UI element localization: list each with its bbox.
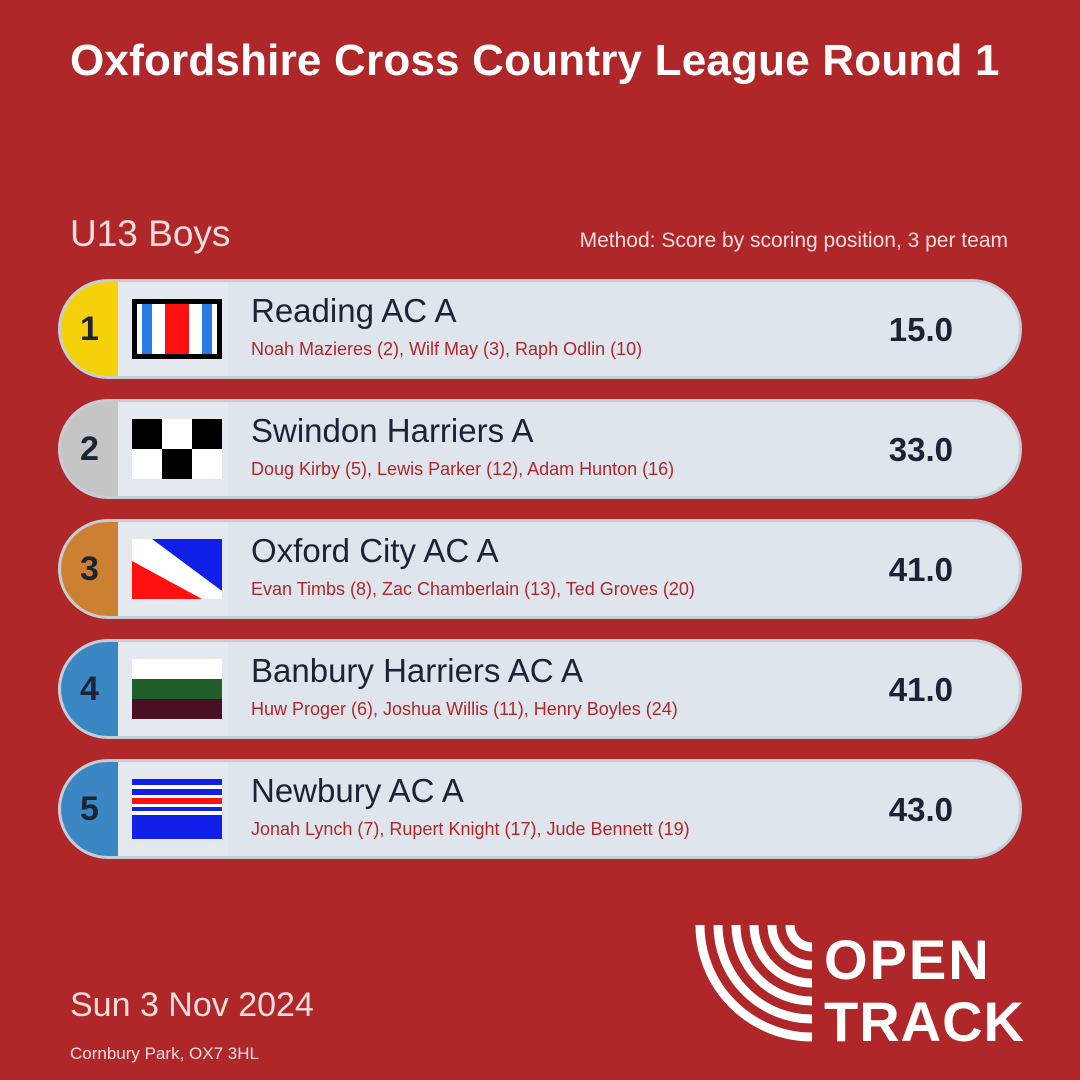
results-list: 1 Reading AC A Noah Mazieres (2), Wilf M… xyxy=(58,279,1022,879)
team-name: Reading AC A xyxy=(251,292,457,329)
category-label: U13 Boys xyxy=(70,213,231,254)
team-athletes: Jonah Lynch (7), Rupert Knight (17), Jud… xyxy=(251,819,690,839)
team-row[interactable]: 3 Oxford City AC A Evan Timbs (8), Zac C… xyxy=(58,519,1022,619)
team-score: 41.0 xyxy=(888,671,953,708)
page-title: Oxfordshire Cross Country League Round 1 xyxy=(70,36,1000,85)
team-name: Oxford City AC A xyxy=(251,532,499,569)
team-row[interactable]: 4 Banbury Harriers AC A Huw Proger (6), … xyxy=(58,639,1022,739)
banbury-flag-icon xyxy=(132,659,222,719)
team-score: 43.0 xyxy=(888,791,953,828)
team-name: Newbury AC A xyxy=(251,772,464,809)
scoring-method: Method: Score by scoring position, 3 per… xyxy=(579,229,1008,252)
swindon-flag-icon xyxy=(132,419,222,479)
team-score: 41.0 xyxy=(888,551,953,588)
team-row[interactable]: 1 Reading AC A Noah Mazieres (2), Wilf M… xyxy=(58,279,1022,379)
logo-line2: TRACK xyxy=(824,990,1025,1045)
position-badge: 1 xyxy=(61,282,118,376)
team-row[interactable]: 2 Swindon Harriers A Doug Kirby (5), Lew… xyxy=(58,399,1022,499)
logo-line1: OPEN xyxy=(824,928,991,991)
reading-flag-icon xyxy=(132,299,222,359)
team-score: 15.0 xyxy=(888,311,953,348)
event-venue: Cornbury Park, OX7 3HL xyxy=(70,1044,259,1063)
position-badge: 5 xyxy=(61,762,118,856)
team-athletes: Doug Kirby (5), Lewis Parker (12), Adam … xyxy=(251,459,675,479)
opentrack-logo: OPEN TRACK xyxy=(695,925,1025,1045)
team-score: 33.0 xyxy=(888,431,953,468)
position-badge: 4 xyxy=(61,642,118,736)
team-name: Banbury Harriers AC A xyxy=(251,652,583,689)
event-date: Sun 3 Nov 2024 xyxy=(70,986,314,1024)
team-athletes: Noah Mazieres (2), Wilf May (3), Raph Od… xyxy=(251,339,643,359)
oxford-flag-icon xyxy=(132,539,222,599)
position-badge: 2 xyxy=(61,402,118,496)
team-athletes: Evan Timbs (8), Zac Chamberlain (13), Te… xyxy=(251,579,695,599)
newbury-flag-icon xyxy=(132,779,222,839)
team-name: Swindon Harriers A xyxy=(251,412,534,449)
team-athletes: Huw Proger (6), Joshua Willis (11), Henr… xyxy=(251,699,678,719)
team-row[interactable]: 5 Newbury AC A Jonah Lynch (7), Rupert K… xyxy=(58,759,1022,859)
position-badge: 3 xyxy=(61,522,118,616)
